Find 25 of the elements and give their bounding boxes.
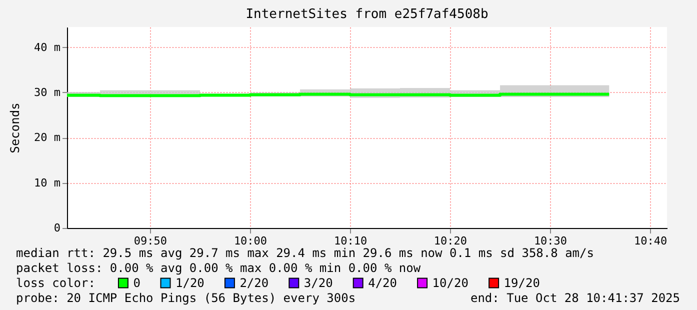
text: probe: 20 ICMP Echo Pings (56 Bytes) every 300s [16,291,356,305]
legend-label: 4/20 [368,276,398,290]
legend-label: 0 [133,276,140,290]
y-tick-label: 20 m [34,131,61,144]
legend-label: 19/20 [504,276,540,290]
x-tick-label: 10:20 [434,234,468,248]
y-axis-title: Seconds [8,102,22,154]
text: median rtt: 29.5 ms avg 29.7 ms max 29.4 ms min 29.6 ms now 0.1 ms sd 358.8 am/s [16,246,594,260]
legend-title: loss color: [16,276,96,290]
y-tick-label: 10 m [34,176,61,190]
text: end: Tue Oct 28 10:41:37 2025 [470,291,680,305]
x-tick-label: 09:50 [134,234,168,248]
y-tick-label: 0 [54,222,60,234]
chart-title: InternetSites from e25f7af4508b [246,7,488,22]
x-tick-label: 10:10 [334,234,368,248]
legend-label: 10/20 [432,276,468,290]
y-tick-label: 40 m [34,40,61,54]
legend-label: 3/20 [304,276,333,290]
y-tick-label: 30 m [34,86,61,99]
x-tick-label: 10:30 [534,234,568,248]
text: packet loss: 0.00 % avg 0.00 % max 0.00 % min 0.00 % now [16,261,422,275]
legend-label: 2/20 [240,276,269,290]
x-tick-label: 10:00 [234,234,268,248]
legend-label: 1/20 [176,276,204,290]
x-tick-label: 10:40 [634,234,668,248]
